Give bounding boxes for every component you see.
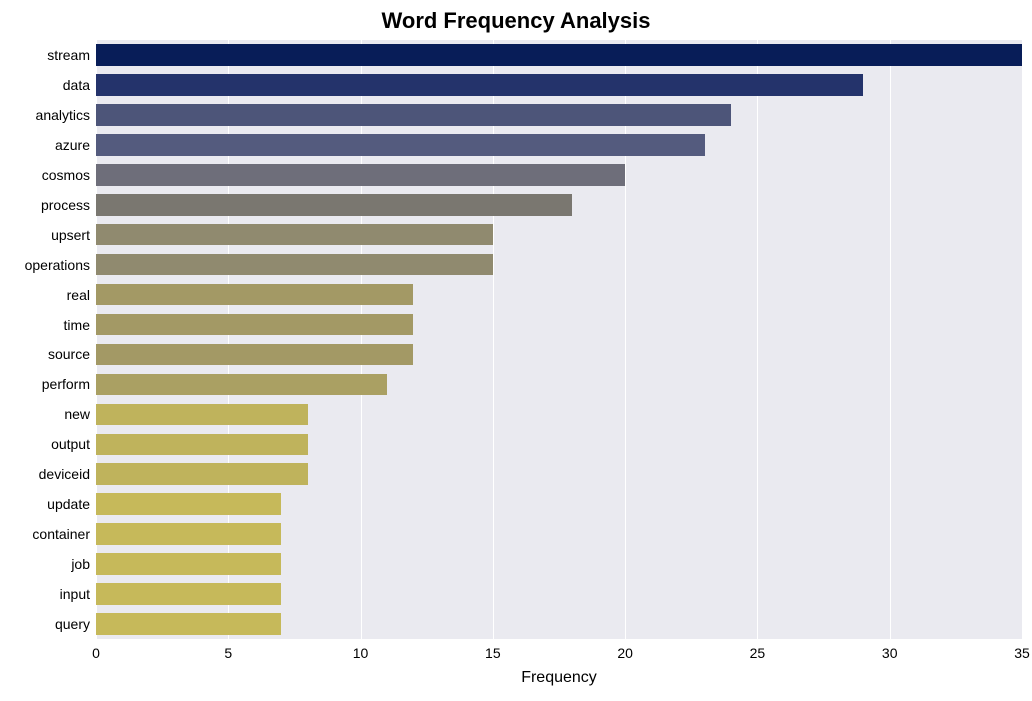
y-category-label: time [64,317,96,333]
bar [96,434,308,456]
bar [96,374,387,396]
bar [96,284,413,306]
y-category-label: query [55,616,96,632]
y-category-label: azure [55,137,96,153]
y-category-label: upsert [51,227,96,243]
x-tick-label: 25 [750,639,766,661]
grid-line [228,40,229,639]
y-category-label: new [64,406,96,422]
y-category-label: output [51,436,96,452]
x-tick-label: 5 [224,639,232,661]
bar [96,404,308,426]
x-tick-label: 30 [882,639,898,661]
x-tick-label: 0 [92,639,100,661]
x-axis-label: Frequency [521,639,597,687]
bar [96,613,281,635]
y-category-label: analytics [36,107,96,123]
plot-background [96,40,1022,639]
x-tick-label: 10 [353,639,369,661]
grid-line [96,40,97,639]
bar [96,463,308,485]
y-category-label: update [47,496,96,512]
x-tick-label: 15 [485,639,501,661]
bar [96,194,572,216]
bar [96,44,1022,66]
y-category-label: perform [42,376,96,392]
y-category-label: data [63,77,96,93]
y-category-label: job [71,556,96,572]
y-category-label: container [32,526,96,542]
y-category-label: stream [47,47,96,63]
grid-line [1022,40,1023,639]
grid-line [625,40,626,639]
y-category-label: deviceid [39,466,96,482]
y-category-label: process [41,197,96,213]
bar [96,523,281,545]
bar [96,553,281,575]
y-category-label: operations [25,257,96,273]
y-category-label: source [48,346,96,362]
bar [96,583,281,605]
y-category-label: real [67,287,96,303]
plot-area: Frequency 05101520253035streamdataanalyt… [96,40,1022,639]
bar [96,224,493,246]
grid-line [890,40,891,639]
bar [96,314,413,336]
bar [96,134,705,156]
word-frequency-chart: Word Frequency Analysis Frequency 051015… [0,0,1032,701]
bar [96,254,493,276]
grid-line [361,40,362,639]
x-tick-label: 35 [1014,639,1030,661]
grid-line [757,40,758,639]
x-tick-label: 20 [617,639,633,661]
bar [96,104,731,126]
bar [96,164,625,186]
grid-line [493,40,494,639]
y-category-label: input [60,586,96,602]
y-category-label: cosmos [42,167,96,183]
bar [96,74,863,96]
bar [96,344,413,366]
bar [96,493,281,515]
chart-title: Word Frequency Analysis [0,0,1032,42]
